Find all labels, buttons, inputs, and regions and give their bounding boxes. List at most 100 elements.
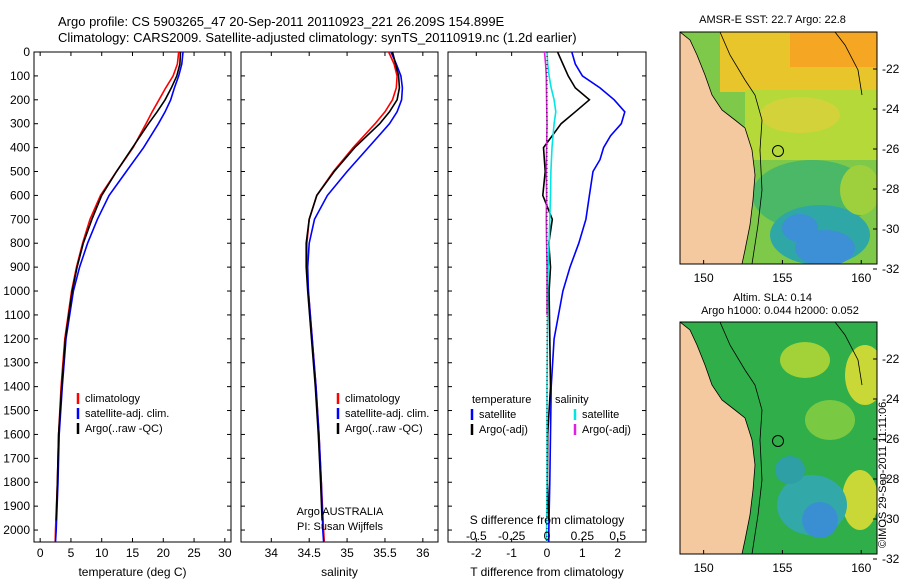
- sst-land: [680, 32, 756, 264]
- y-tick-label: 800: [10, 236, 30, 250]
- series-line-t-satellite: [547, 52, 626, 542]
- panelD-lines: [541, 52, 626, 542]
- map-y-tick-label: -28: [882, 182, 900, 196]
- series-line-t-argo-adj-: [541, 52, 591, 521]
- map-x-tick-label: 160: [851, 271, 871, 285]
- map-x-tick-label: 150: [694, 271, 714, 285]
- y-tick-label: 1600: [3, 427, 30, 441]
- x-tick-label: 34: [265, 546, 279, 560]
- y-tick-label: 1700: [3, 451, 30, 465]
- sla-map-title: Altim. SLA: 0.14: [733, 292, 812, 304]
- x-tick-label: 36: [416, 546, 430, 560]
- x-tick-label: 10: [95, 546, 109, 560]
- y-tick-label: 600: [10, 188, 30, 202]
- map-y-tick-label: -26: [882, 432, 900, 446]
- y-tick-label: 1100: [4, 308, 30, 322]
- legend-label: climatology: [345, 393, 401, 405]
- legend-label: satellite: [479, 409, 516, 421]
- x2-tick-label: 0.25: [571, 529, 595, 543]
- pi-label: PI: Susan Wijffels: [297, 521, 383, 533]
- map-y-tick-label: -24: [882, 102, 900, 116]
- x-tick-label: 15: [126, 546, 140, 560]
- x-tick-label: 30: [218, 546, 232, 560]
- sst-map-title: AMSR-E SST: 22.7 Argo: 22.8: [699, 14, 846, 26]
- series-line-s-satellite: [545, 52, 557, 542]
- map-y-tick-label: -24: [882, 392, 900, 406]
- y-tick-label: 400: [10, 141, 30, 155]
- x2-tick-label: 0: [544, 529, 551, 543]
- temperature-panel: 0100200300400500600700800900100011001200…: [3, 45, 232, 579]
- map-x-tick-label: 150: [694, 561, 714, 575]
- x-tick-label: 5: [68, 546, 75, 560]
- sst-map: [680, 32, 877, 264]
- legend-label: Argo(-adj): [479, 424, 528, 436]
- legend-label: satellite-adj. clim.: [345, 408, 429, 420]
- map-x-tick-label: 160: [851, 561, 871, 575]
- map-y-tick-label: -22: [882, 352, 900, 366]
- y-tick-label: 200: [10, 93, 30, 107]
- sst-bathymetry-line: [719, 32, 763, 264]
- sla-map-frame: [679, 321, 878, 555]
- y-tick-label: 1800: [3, 475, 30, 489]
- x-tick-label: 0: [37, 546, 44, 560]
- x-tick-label: 0: [544, 546, 551, 560]
- y-tick-label: 500: [10, 165, 30, 179]
- x2-tick-label: -0.25: [498, 529, 526, 543]
- x2-tick-label: -0.5: [466, 529, 487, 543]
- x-tick-label: -2: [471, 546, 482, 560]
- legend-label: Argo(..raw -QC): [345, 423, 423, 435]
- series-line-satellite-adj-clim-: [54, 52, 184, 542]
- y-tick-label: 1300: [3, 356, 30, 370]
- y-tick-label: 900: [10, 260, 30, 274]
- sst-map-axes: 150 155 160 -22 -24 -26 -28 -30 -32: [694, 62, 900, 285]
- sla-bathymetry-line: [719, 322, 763, 554]
- x-axis-label: temperature (deg C): [78, 565, 186, 579]
- panelS-frame: [240, 51, 439, 543]
- x-tick-label: 2: [614, 546, 621, 560]
- x-tick-label: 35: [340, 546, 354, 560]
- legend-header: temperature: [472, 394, 531, 406]
- panelS-lines: [305, 52, 404, 542]
- legend-label: satellite-adj. clim.: [85, 408, 169, 420]
- map-y-tick-label: -30: [882, 222, 900, 236]
- y-tick-label: 1400: [3, 380, 30, 394]
- sla-float-marker: [772, 435, 784, 447]
- sla-map-axes: 150 155 160 -22 -24 -26 -28 -30 -32: [694, 352, 900, 575]
- legend-label: climatology: [85, 393, 141, 405]
- legend-header: salinity: [555, 394, 589, 406]
- map-y-tick-label: -22: [882, 62, 900, 76]
- salinity-panel: 34 34.5 35 35.5 36 salinity climatology satelli…: [240, 51, 439, 579]
- map-y-tick-label: -30: [882, 512, 900, 526]
- profile-title: Argo profile: CS 5903265_47 20-Sep-2011 …: [58, 14, 505, 29]
- x-tick-label: 25: [187, 546, 201, 560]
- x-tick-label: 20: [157, 546, 171, 560]
- x-tick-label: 34.5: [298, 546, 322, 560]
- sla-map: [680, 322, 877, 554]
- map-y-tick-label: -32: [882, 552, 900, 566]
- map-x-tick-label: 155: [772, 271, 792, 285]
- climatology-title: Climatology: CARS2009. Satellite-adjuste…: [58, 30, 577, 45]
- panelT-lines: [54, 52, 184, 542]
- map-x-tick-label: 155: [772, 561, 792, 575]
- y-tick-label: 300: [10, 117, 30, 131]
- y-tick-label: 1500: [3, 404, 30, 418]
- series-line-argo-raw-qc-: [55, 52, 182, 521]
- y-tick-label: 1000: [3, 284, 30, 298]
- y-tick-label: 1200: [3, 332, 30, 346]
- series-line-climatology: [54, 52, 180, 542]
- sst-float-marker: [772, 145, 784, 157]
- legend-label: Argo(..raw -QC): [85, 423, 163, 435]
- map-y-tick-label: -26: [882, 142, 900, 156]
- legend-label: satellite: [582, 409, 619, 421]
- y-tick-label: 700: [10, 212, 30, 226]
- sst-map-frame: [679, 31, 878, 265]
- y-tick-label: 2000: [3, 523, 30, 537]
- map-y-tick-label: -28: [882, 472, 900, 486]
- y-tick-label: 0: [23, 45, 30, 59]
- x2-tick-label: 0.5: [609, 529, 626, 543]
- operator-label: Argo AUSTRALIA: [297, 506, 384, 518]
- sla-land: [680, 322, 756, 554]
- sla-map-subtitle: Argo h1000: 0.044 h2000: 0.052: [701, 305, 859, 317]
